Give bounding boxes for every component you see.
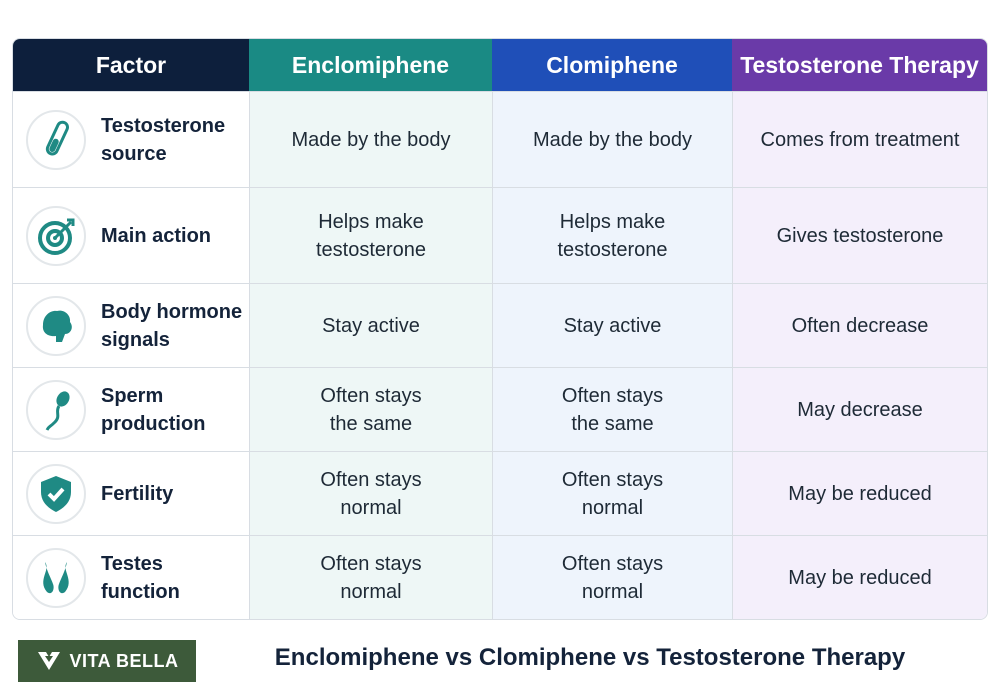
logo-mark xyxy=(37,652,60,670)
factor-line: source xyxy=(101,142,167,165)
factor-label: Fertility xyxy=(101,480,173,508)
header-cell: Enclomiphene xyxy=(249,39,492,91)
table-cell: Often stays normal xyxy=(492,535,732,619)
factor-label: Main action xyxy=(101,222,211,250)
factor-line: function xyxy=(101,580,180,603)
row-icon xyxy=(26,295,86,356)
table-cell: Helps make testosterone xyxy=(492,187,732,283)
cell-line: May be reduced xyxy=(788,482,932,505)
cell-line: Often stays xyxy=(561,552,664,575)
cell-line: normal xyxy=(340,496,402,519)
cell-line: testosterone xyxy=(315,238,427,261)
table-cell: Made by the body xyxy=(492,91,732,187)
comparison-table: Factor Enclomiphene Clomiphene Testosterone… xyxy=(12,38,988,620)
table-cell: Often stays normal xyxy=(249,535,492,619)
table-cell: Stay active xyxy=(492,283,732,367)
cell-line: Often stays xyxy=(561,468,664,491)
cell-line: testosterone xyxy=(557,238,668,261)
row-icon xyxy=(26,205,86,266)
cell-line: May be reduced xyxy=(788,566,932,589)
cell-line: Helps make xyxy=(318,210,424,233)
table-cell: Stay active xyxy=(249,283,492,367)
table-cell: Often stays the same xyxy=(492,367,732,451)
footer-title: Enclomiphene vs Clomiphene vs Testostero… xyxy=(274,644,906,671)
table-cell: Often stays normal xyxy=(492,451,732,535)
row-icon xyxy=(26,379,86,440)
brand-name: VITA BELLA xyxy=(69,650,179,671)
cell-line: normal xyxy=(581,496,644,519)
cell-line: Stay active xyxy=(563,314,662,337)
table-cell: May be reduced xyxy=(732,451,987,535)
table-cell: May be reduced xyxy=(732,535,987,619)
cell-line: Often stays xyxy=(320,384,422,407)
cell-line: Often stays xyxy=(561,384,664,407)
cell-line: Comes from treatment xyxy=(760,128,960,151)
factor-cell: Body hormone signals xyxy=(13,283,249,367)
factor-line: Sperm xyxy=(101,384,164,407)
factor-label: Testosterone source xyxy=(101,112,225,168)
header-cell: Factor xyxy=(13,39,249,91)
factor-line: production xyxy=(101,412,206,435)
table-cell: Often decrease xyxy=(732,283,987,367)
table-cell: Comes from treatment xyxy=(732,91,987,187)
table-cell: Made by the body xyxy=(249,91,492,187)
row-icon xyxy=(26,109,86,170)
factor-line: Main action xyxy=(101,224,212,247)
cell-line: May decrease xyxy=(797,398,923,421)
factor-cell: Testosterone source xyxy=(13,91,249,187)
factor-label: Sperm production xyxy=(101,382,205,438)
header-cell: Testosterone Therapy xyxy=(732,39,987,91)
row-icon xyxy=(26,463,86,524)
cell-line: Made by the body xyxy=(291,128,451,151)
cell-line: the same xyxy=(329,412,413,435)
table-cell: Often stays normal xyxy=(249,451,492,535)
table-cell: Gives testosterone xyxy=(732,187,987,283)
cell-line: normal xyxy=(340,580,402,603)
table-cell: Helps make testosterone xyxy=(249,187,492,283)
factor-line: Testes xyxy=(101,552,163,575)
cell-line: Helps make xyxy=(559,210,666,233)
factor-label: Testes function xyxy=(101,550,180,606)
table-cell: May decrease xyxy=(732,367,987,451)
factor-cell: Main action xyxy=(13,187,249,283)
factor-cell: Testes function xyxy=(13,535,249,619)
factor-cell: Fertility xyxy=(13,451,249,535)
factor-line: signals xyxy=(101,328,170,351)
cell-line: the same xyxy=(571,412,654,435)
factor-label: Body hormone signals xyxy=(101,298,242,354)
cell-line: Stay active xyxy=(322,314,420,337)
cell-line: Gives testosterone xyxy=(776,224,944,247)
header-cell: Clomiphene xyxy=(492,39,732,91)
table-cell: Often stays the same xyxy=(249,367,492,451)
factor-cell: Sperm production xyxy=(13,367,249,451)
factor-line: Body hormone xyxy=(101,300,243,323)
factor-line: Testosterone xyxy=(101,114,226,137)
factor-line: Fertility xyxy=(101,482,174,505)
cell-line: normal xyxy=(581,580,644,603)
cell-line: Made by the body xyxy=(533,128,692,151)
row-icon xyxy=(26,547,86,608)
cell-line: Often stays xyxy=(320,552,422,575)
cell-line: Often decrease xyxy=(791,314,929,337)
cell-line: Often stays xyxy=(320,468,422,491)
brand-logo: VITA BELLA xyxy=(18,640,196,682)
